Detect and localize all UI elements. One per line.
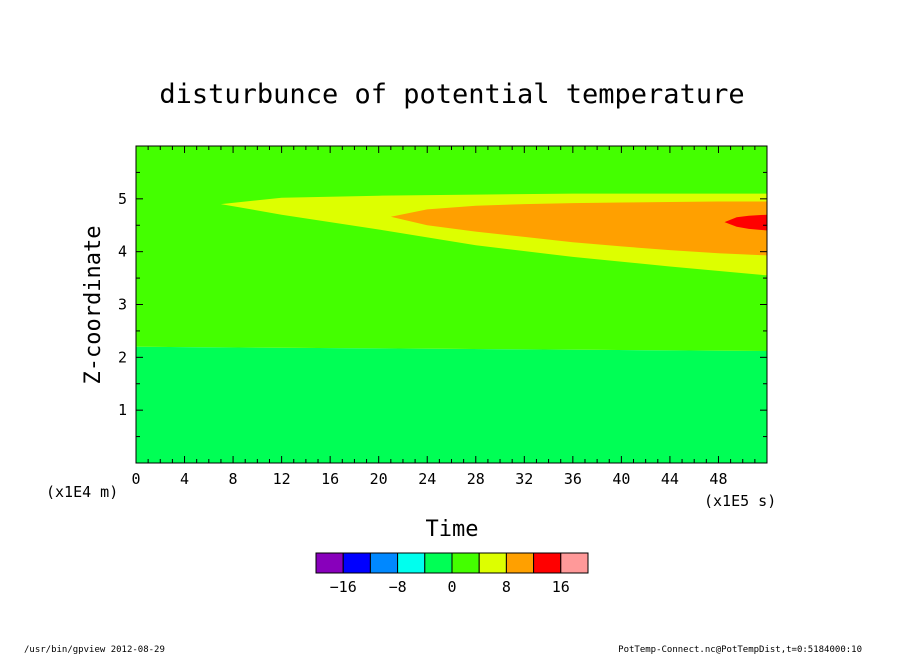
y-axis-label: Z-coordinate	[81, 226, 106, 385]
y-tick-label: 2	[118, 348, 127, 366]
x-tick-label: 28	[467, 470, 485, 488]
x-unit-label: (x1E5 s)	[704, 492, 776, 510]
y-tick-label: 1	[118, 401, 127, 419]
colorbar-label: 0	[447, 578, 456, 596]
x-tick-label: 0	[131, 470, 140, 488]
x-tick-label: 20	[370, 470, 388, 488]
x-axis-label: Time	[426, 517, 479, 542]
colorbar-swatch	[478, 552, 507, 574]
y-axis: 1 2 3 4 5	[118, 145, 767, 464]
colorbar-swatch	[560, 552, 589, 574]
footer-right: PotTemp-Connect.nc@PotTempDist,t=0:51840…	[618, 645, 862, 654]
contour-region-0	[136, 346, 767, 463]
x-tick-label: 48	[709, 470, 727, 488]
x-tick-label: 4	[180, 470, 189, 488]
colorbar-swatch	[424, 552, 453, 574]
chart-title: disturbunce of potential temperature	[159, 79, 744, 110]
colorbar-swatch	[533, 552, 562, 574]
x-tick-label: 8	[229, 470, 238, 488]
contour-region-3	[390, 201, 767, 256]
colorbar-swatch	[397, 552, 426, 574]
x-tick-label: 40	[612, 470, 630, 488]
x-axis: 0 4 8 12 16 20 24 28 32 36 40 44 48	[131, 146, 768, 488]
colorbar-label: 8	[502, 578, 511, 596]
colorbar-swatch	[451, 552, 480, 574]
colorbar-label: −16	[330, 578, 357, 596]
colorbar-swatch	[369, 552, 399, 574]
y-tick-label: 3	[118, 296, 127, 314]
contour-region-4	[724, 214, 767, 231]
colorbar-swatch	[315, 552, 344, 574]
colorbar-swatch	[342, 552, 371, 574]
contour-regions	[136, 146, 767, 463]
y-unit-label: (x1E4 m)	[46, 483, 118, 501]
x-tick-label: 12	[273, 470, 291, 488]
x-tick-label: 32	[515, 470, 533, 488]
y-tick-label: 4	[118, 243, 127, 261]
footer-left: /usr/bin/gpview 2012-08-29	[24, 645, 165, 654]
y-tick-label: 5	[118, 190, 127, 208]
colorbar-label: −8	[389, 578, 407, 596]
x-tick-label: 16	[321, 470, 339, 488]
colorbar: −16 −8 0 8 16	[315, 552, 589, 596]
colorbar-label: 16	[552, 578, 570, 596]
colorbar-swatch	[505, 552, 535, 574]
x-tick-label: 24	[418, 470, 436, 488]
x-tick-label: 36	[564, 470, 582, 488]
x-tick-label: 44	[661, 470, 679, 488]
